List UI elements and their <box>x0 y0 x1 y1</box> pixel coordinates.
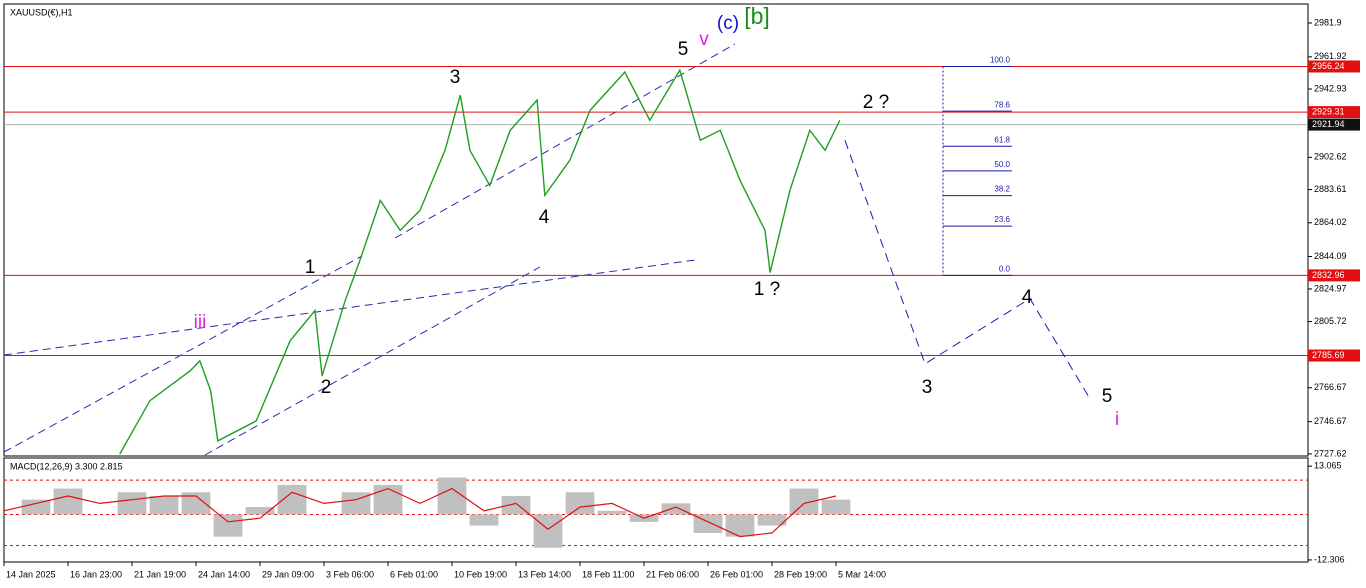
fib-label: 38.2 <box>994 185 1010 194</box>
level-tag <box>1308 60 1360 73</box>
wave-label: 4 <box>539 207 550 228</box>
y-tick-label: 2727.62 <box>1314 448 1347 458</box>
wave-label: i <box>1115 409 1119 430</box>
current-price-tag <box>1308 118 1360 131</box>
y-tick-label: 2883.61 <box>1314 184 1347 194</box>
macd-bar <box>277 484 307 515</box>
x-tick-label: 6 Feb 01:00 <box>390 569 438 579</box>
trendlines <box>3 43 736 456</box>
wave-label: iii <box>194 312 207 333</box>
macd-bar <box>245 507 275 515</box>
macd-bar <box>373 484 403 515</box>
macd-bar <box>565 492 595 515</box>
y-tick-label: 2981.9 <box>1314 17 1342 27</box>
wave-label: 5 <box>678 39 689 60</box>
macd-bar <box>533 514 563 548</box>
indicator-y-tick-label: -12.306 <box>1314 554 1345 564</box>
wave-label: (c) <box>717 13 739 34</box>
x-tick-label: 3 Feb 06:00 <box>326 569 374 579</box>
trendline <box>3 255 363 453</box>
y-tick-label: 2824.97 <box>1314 283 1347 293</box>
x-tick-label: 10 Feb 19:00 <box>454 569 507 579</box>
level-label: 2832.96 <box>1312 270 1345 280</box>
macd-bar <box>597 510 627 515</box>
fib-label: 0.0 <box>999 265 1011 274</box>
fib-label: 100.0 <box>990 56 1011 65</box>
x-tick-label: 24 Jan 14:00 <box>198 569 250 579</box>
y-tick-label: 2902.62 <box>1314 152 1347 162</box>
macd-bar <box>181 492 211 515</box>
wave-label: 2 ? <box>863 92 889 113</box>
wave-label: [b] <box>744 3 770 29</box>
wave-label: 4 <box>1022 287 1033 308</box>
level-tag <box>1308 349 1360 362</box>
macd-bar <box>149 495 179 515</box>
y-tick-label: 2746.67 <box>1314 416 1347 426</box>
level-label: 2956.24 <box>1312 61 1345 71</box>
wave-label: 3 <box>450 67 461 88</box>
level-label: 2785.69 <box>1312 350 1345 360</box>
wave-label: 5 <box>1102 386 1113 407</box>
x-tick-label: 28 Feb 19:00 <box>774 569 827 579</box>
x-tick-label: 21 Feb 06:00 <box>646 569 699 579</box>
macd-bar <box>661 503 691 515</box>
chart-title: XAUUSD(€),H1 <box>10 7 73 17</box>
fib-label: 61.8 <box>994 135 1010 144</box>
x-tick-label: 14 Jan 2025 <box>6 569 56 579</box>
indicator-panel <box>3 457 1309 563</box>
fib-label: 50.0 <box>994 160 1010 169</box>
x-tick-label: 21 Jan 19:00 <box>134 569 186 579</box>
y-tick-label: 2805.72 <box>1314 316 1347 326</box>
wave-label: v <box>699 29 709 50</box>
macd-bar <box>213 514 243 537</box>
y-tick-label: 2961.92 <box>1314 51 1347 61</box>
price-line <box>119 68 841 455</box>
current-price-label: 2921.94 <box>1312 119 1345 129</box>
price-panel <box>3 3 1309 457</box>
macd-bar <box>53 488 83 515</box>
macd-bar <box>725 514 755 537</box>
fib-label: 23.6 <box>994 215 1010 224</box>
x-tick-label: 16 Jan 23:00 <box>70 569 122 579</box>
macd-bar <box>821 499 851 515</box>
x-tick-label: 5 Mar 14:00 <box>838 569 886 579</box>
x-tick-label: 13 Feb 14:00 <box>518 569 571 579</box>
x-tick-label: 18 Feb 11:00 <box>582 569 634 579</box>
macd-bar <box>117 492 147 515</box>
x-tick-label: 26 Feb 01:00 <box>710 569 763 579</box>
wave-label: 1 <box>305 257 316 278</box>
x-tick-label: 29 Jan 09:00 <box>262 569 314 579</box>
trendline <box>394 43 736 239</box>
wave-label: 1 ? <box>754 279 780 300</box>
signal-line <box>3 487 837 538</box>
fib-label: 78.6 <box>994 100 1010 109</box>
level-label: 2929.31 <box>1312 106 1345 116</box>
level-tag <box>1308 106 1360 119</box>
macd-bar <box>469 514 499 526</box>
wave-label: 3 <box>922 377 933 398</box>
y-tick-label: 2864.02 <box>1314 217 1347 227</box>
y-tick-label: 2766.67 <box>1314 382 1347 392</box>
macd-bar <box>757 514 787 526</box>
indicator-title: MACD(12,26,9) 3.300 2.815 <box>10 461 123 471</box>
macd-bar <box>21 499 51 515</box>
level-tag <box>1308 269 1360 282</box>
y-tick-label: 2942.93 <box>1314 83 1347 93</box>
y-tick-label: 2844.09 <box>1314 251 1347 261</box>
wave-label: 2 <box>321 377 332 398</box>
indicator-y-tick-label: 13.065 <box>1314 461 1342 471</box>
